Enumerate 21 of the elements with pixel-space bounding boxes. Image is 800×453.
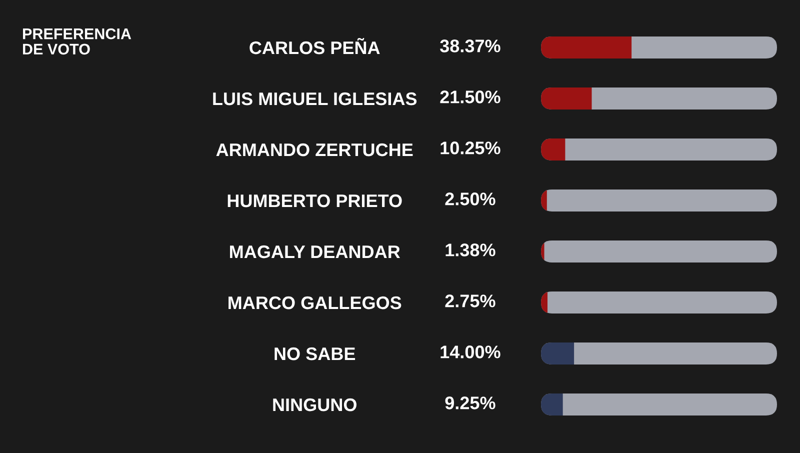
data-label: 1.38%: [446, 244, 496, 256]
bar: [541, 394, 563, 416]
y-tick-label: MARCO GALLEGOS: [228, 296, 402, 310]
y-tick-label: HUMBERTO PRIETO: [228, 194, 402, 208]
y-tick-label: NO SABE: [274, 347, 356, 360]
bar: [541, 138, 566, 160]
data-label: 9.25%: [445, 396, 496, 410]
y-tick-label: NINGUNO: [273, 398, 356, 412]
data-label: 10.25%: [440, 142, 500, 154]
data-label: 2.50%: [445, 192, 496, 206]
bar: [541, 342, 574, 364]
data-label: 38.37%: [440, 40, 500, 52]
data-label: 21.50%: [440, 90, 500, 104]
data-label: 14.00%: [440, 346, 500, 358]
y-tick-label: LUIS MIGUEL IGLESIAS: [213, 92, 417, 106]
text: PREFERENCIA DE VOTO: [23, 28, 132, 55]
y-tick-label: ARMANDO ZERTUCHE: [216, 143, 413, 156]
data-label: 2.75%: [445, 294, 496, 308]
y-tick-label: MAGALY DEANDAR: [230, 245, 400, 258]
bar: [541, 88, 592, 110]
y-tick-label: CARLOS PEÑA: [250, 38, 380, 54]
